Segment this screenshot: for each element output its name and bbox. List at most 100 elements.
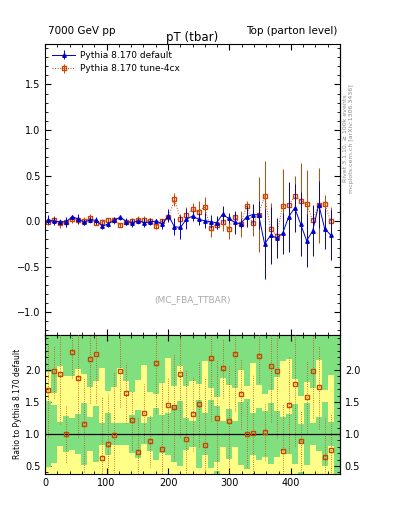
Bar bbox=[171, 386, 178, 474]
Bar bbox=[195, 383, 202, 474]
Bar bbox=[45, 372, 51, 474]
Bar bbox=[310, 388, 316, 474]
Bar bbox=[147, 392, 153, 474]
Bar bbox=[250, 362, 255, 474]
Bar bbox=[165, 413, 171, 455]
Bar bbox=[87, 417, 94, 451]
Bar bbox=[213, 397, 220, 471]
Bar bbox=[189, 381, 195, 474]
Bar bbox=[231, 421, 238, 447]
Bar bbox=[160, 383, 165, 474]
Bar bbox=[280, 417, 286, 451]
Bar bbox=[153, 408, 160, 460]
Bar bbox=[99, 423, 105, 445]
Bar bbox=[304, 403, 310, 465]
Bar bbox=[202, 360, 208, 474]
Bar bbox=[123, 381, 129, 474]
Bar bbox=[316, 417, 322, 451]
Bar bbox=[231, 388, 238, 474]
Bar bbox=[63, 416, 69, 452]
Bar bbox=[262, 411, 268, 457]
Bar bbox=[141, 365, 147, 474]
Text: Rivet 3.1.10, ≥ 100k events: Rivet 3.1.10, ≥ 100k events bbox=[343, 94, 348, 182]
Bar bbox=[94, 381, 99, 474]
Bar bbox=[94, 407, 99, 462]
Bar bbox=[45, 401, 51, 467]
Bar bbox=[75, 369, 81, 474]
Bar bbox=[298, 396, 304, 472]
Bar bbox=[328, 422, 334, 446]
Bar bbox=[310, 423, 316, 445]
Bar bbox=[57, 366, 63, 474]
Bar bbox=[111, 423, 118, 445]
Bar bbox=[255, 408, 262, 460]
Bar bbox=[274, 377, 280, 474]
Bar bbox=[208, 388, 213, 474]
Bar bbox=[63, 376, 69, 474]
Bar bbox=[129, 393, 136, 474]
Bar bbox=[69, 418, 75, 450]
Text: (MC_FBA_TTBAR): (MC_FBA_TTBAR) bbox=[154, 295, 231, 305]
Text: Top (parton level): Top (parton level) bbox=[246, 26, 337, 36]
Bar bbox=[304, 382, 310, 474]
Bar bbox=[286, 359, 292, 474]
Bar bbox=[238, 402, 244, 465]
Bar bbox=[129, 415, 136, 453]
Bar bbox=[322, 390, 328, 474]
Y-axis label: Ratio to Pythia 8.170 default: Ratio to Pythia 8.170 default bbox=[13, 349, 22, 459]
Bar bbox=[226, 385, 231, 474]
Bar bbox=[202, 413, 208, 455]
Bar bbox=[184, 418, 189, 450]
Bar bbox=[220, 421, 226, 447]
Bar bbox=[292, 379, 298, 474]
Bar bbox=[75, 414, 81, 454]
Bar bbox=[195, 400, 202, 467]
Bar bbox=[136, 380, 141, 474]
Bar bbox=[280, 361, 286, 474]
Bar bbox=[160, 415, 165, 453]
Bar bbox=[286, 414, 292, 454]
Text: 7000 GeV pp: 7000 GeV pp bbox=[48, 26, 116, 36]
Bar bbox=[268, 390, 274, 474]
Bar bbox=[208, 400, 213, 468]
Bar bbox=[87, 387, 94, 474]
Bar bbox=[178, 366, 184, 474]
Bar bbox=[274, 411, 280, 457]
Bar bbox=[171, 406, 178, 462]
Bar bbox=[268, 403, 274, 464]
Bar bbox=[136, 411, 141, 458]
Legend: Pythia 8.170 default, Pythia 8.170 tune-4cx: Pythia 8.170 default, Pythia 8.170 tune-… bbox=[50, 48, 182, 76]
Bar bbox=[153, 394, 160, 474]
Bar bbox=[99, 368, 105, 474]
Bar bbox=[57, 422, 63, 446]
Bar bbox=[322, 401, 328, 466]
Bar bbox=[111, 387, 118, 474]
Bar bbox=[141, 423, 147, 444]
Bar bbox=[178, 401, 184, 466]
Bar bbox=[81, 374, 87, 474]
Bar bbox=[255, 385, 262, 474]
Bar bbox=[165, 358, 171, 474]
Bar bbox=[292, 404, 298, 464]
Bar bbox=[262, 394, 268, 474]
Bar bbox=[244, 399, 250, 469]
Bar bbox=[244, 386, 250, 474]
Bar bbox=[213, 406, 220, 462]
Bar bbox=[298, 424, 304, 444]
Bar bbox=[328, 375, 334, 474]
Bar bbox=[316, 359, 322, 474]
Bar bbox=[147, 417, 153, 451]
Bar bbox=[51, 405, 57, 463]
Bar bbox=[118, 423, 123, 445]
Bar bbox=[118, 368, 123, 474]
Bar bbox=[105, 413, 111, 455]
Bar bbox=[51, 393, 57, 474]
Text: mcplots.cern.ch [arXiv:1306.3436]: mcplots.cern.ch [arXiv:1306.3436] bbox=[349, 84, 354, 193]
Bar bbox=[250, 413, 255, 455]
Bar bbox=[189, 421, 195, 447]
Bar bbox=[226, 409, 231, 459]
Title: pT (tbar): pT (tbar) bbox=[167, 31, 219, 44]
Bar bbox=[184, 386, 189, 474]
Bar bbox=[220, 378, 226, 474]
Bar bbox=[238, 370, 244, 474]
